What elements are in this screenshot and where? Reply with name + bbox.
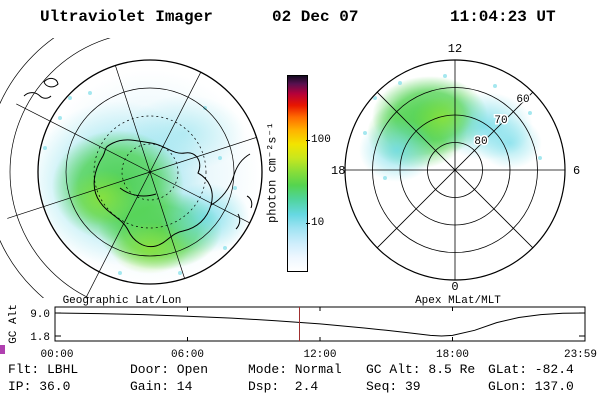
aurora-emission-geo bbox=[39, 70, 260, 283]
mlt-label-12: 12 bbox=[448, 42, 462, 56]
apex-projection-plot: 12 18 6 0 60 70 80 bbox=[331, 42, 580, 294]
colorbar-gradient bbox=[287, 75, 308, 272]
status-seq: Seq: 39 bbox=[366, 379, 421, 394]
geographic-grid bbox=[0, 38, 263, 298]
status-mode: Mode: Normal bbox=[248, 362, 342, 377]
colorbar-tickmark-100 bbox=[306, 140, 310, 141]
page-title: Ultraviolet Imager bbox=[40, 8, 213, 26]
xtick-2359: 23:59 bbox=[564, 349, 597, 361]
status-door: Door: Open bbox=[130, 362, 209, 377]
status-gain: Gain: 14 bbox=[130, 379, 193, 394]
time-label: 11:04:23 UT bbox=[450, 8, 556, 26]
gc-alt-timeline-plot: Geographic Lat/Lon Apex MLat/MLT 9.0 1.8… bbox=[0, 295, 597, 361]
geographic-projection-plot bbox=[0, 38, 263, 298]
xtick-0600: 06:00 bbox=[171, 349, 204, 361]
ytick-1-8: 1.8 bbox=[30, 332, 50, 344]
left-plot-caption: Geographic Lat/Lon bbox=[63, 295, 182, 307]
speckle-dots bbox=[39, 91, 237, 275]
left-edge-marker bbox=[0, 345, 5, 354]
mlat-ring-labels: 60 70 80 bbox=[473, 93, 531, 150]
status-flt: Flt: LBHL bbox=[8, 362, 79, 377]
colorbar-tickmark-10 bbox=[306, 223, 310, 224]
status-gcalt: GC Alt: 8.5 Re bbox=[366, 362, 476, 377]
mlat-label-80: 80 bbox=[474, 136, 487, 148]
colorbar-tick-100: 100 bbox=[311, 134, 331, 146]
status-glon: GLon: 137.0 bbox=[488, 379, 574, 394]
timeline-ylabel: GC Alt bbox=[8, 304, 20, 344]
colorbar-tick-10: 10 bbox=[311, 217, 325, 229]
gc-alt-curve bbox=[54, 312, 586, 337]
status-ip: IP: 36.0 bbox=[8, 379, 71, 394]
mlt-label-0: 0 bbox=[451, 280, 458, 294]
speckle-dots bbox=[363, 74, 542, 180]
outer-coastline-fragments bbox=[23, 77, 59, 99]
antarctica-coastline bbox=[93, 139, 253, 248]
mlat-label-60: 60 bbox=[516, 94, 529, 106]
status-dsp: Dsp: 2.4 bbox=[248, 379, 319, 394]
colorbar-label: photon cm⁻²s⁻¹ bbox=[265, 122, 280, 223]
ytick-9: 9.0 bbox=[30, 309, 50, 321]
xtick-1200: 12:00 bbox=[303, 349, 336, 361]
mlt-label-18: 18 bbox=[331, 164, 345, 178]
xtick-1800: 18:00 bbox=[436, 349, 469, 361]
right-plot-caption: Apex MLat/MLT bbox=[415, 295, 501, 307]
mlt-hour-labels: 12 18 6 0 bbox=[331, 42, 580, 294]
mlt-label-6: 6 bbox=[573, 164, 580, 178]
apex-grid bbox=[344, 59, 566, 281]
status-glat: GLat: -82.4 bbox=[488, 362, 574, 377]
mlat-label-70: 70 bbox=[494, 115, 507, 127]
xtick-0000: 00:00 bbox=[40, 349, 73, 361]
time-axis-labels: 00:00 06:00 12:00 18:00 23:59 bbox=[40, 349, 597, 361]
date-label: 02 Dec 07 bbox=[272, 8, 359, 26]
